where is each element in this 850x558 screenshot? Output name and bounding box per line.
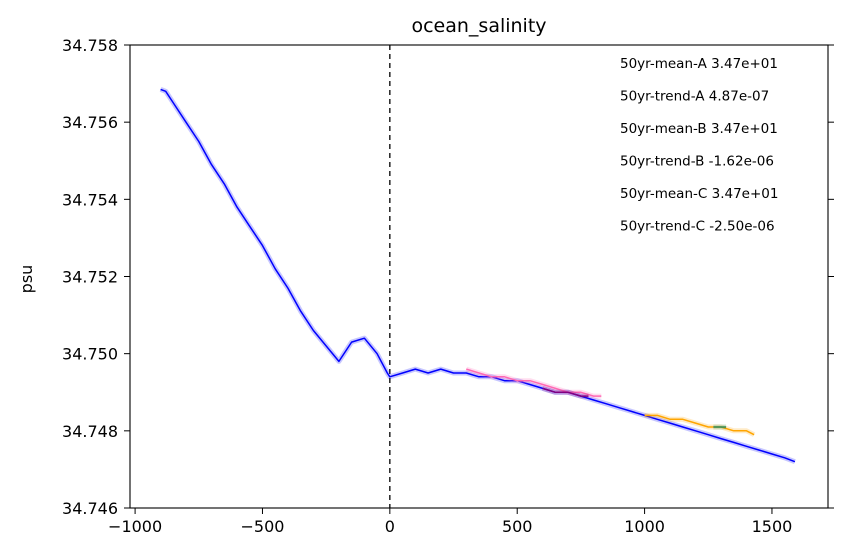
y-tick-label: 34.754 — [62, 190, 118, 209]
stat-annotation: 50yr-trend-C -2.50e-06 — [620, 219, 775, 235]
y-tick-label: 34.746 — [62, 499, 118, 518]
x-tick-label: 500 — [502, 517, 533, 536]
x-tick-label: −500 — [240, 517, 284, 536]
stat-annotation: 50yr-trend-B -1.62e-06 — [620, 154, 774, 170]
y-tick-label: 34.752 — [62, 268, 118, 287]
stat-annotation: 50yr-mean-A 3.47e+01 — [620, 56, 778, 72]
series-line-0 — [160, 88, 796, 463]
y-axis-label: psu — [17, 265, 36, 294]
x-tick-label: 0 — [385, 517, 395, 536]
stat-annotation: 50yr-trend-A 4.87e-07 — [620, 89, 769, 105]
series-halo-0 — [159, 87, 796, 465]
plot-area — [129, 44, 829, 509]
annotations: 50yr-mean-A 3.47e+01 50yr-trend-A 4.87e-0… — [620, 56, 778, 235]
series-line-3 — [644, 414, 755, 436]
y-tick-label: 34.750 — [62, 345, 118, 364]
x-tick-label: 1000 — [624, 517, 665, 536]
stat-annotation: 50yr-mean-C 3.47e+01 — [620, 186, 778, 202]
x-tick-label: −1000 — [108, 517, 162, 536]
x-axis: −1000 −500 0 500 1000 1500 — [108, 508, 792, 536]
x-tick-label: 1500 — [752, 517, 793, 536]
stat-annotation: 50yr-mean-B 3.47e+01 — [620, 121, 778, 137]
y-tick-label: 34.748 — [62, 422, 118, 441]
y-tick-label: 34.758 — [62, 36, 118, 55]
y-tick-label: 34.756 — [62, 113, 118, 132]
series-line-1 — [466, 368, 602, 397]
series-line-2 — [542, 387, 589, 397]
y-axis: 34.746 34.748 34.750 34.752 34.754 34.756 34.7… — [62, 36, 834, 518]
chart-title: ocean_salinity — [411, 15, 546, 37]
